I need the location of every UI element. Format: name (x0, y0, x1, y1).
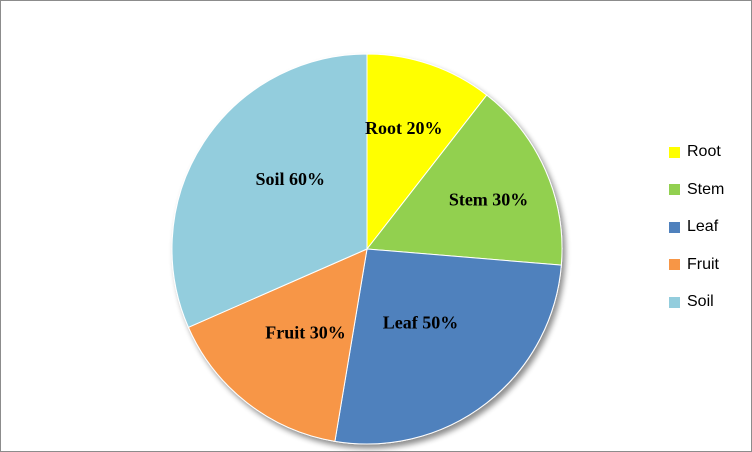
legend-label: Fruit (687, 255, 719, 273)
legend-label: Soil (687, 293, 714, 310)
slice-label-root: Root 20% (365, 118, 443, 138)
legend-item-root: Root (669, 141, 724, 163)
slice-label-stem: Stem 30% (449, 190, 529, 210)
pie-slice-fruit (187, 248, 368, 442)
legend: Root Stem Leaf Fruit Soil (669, 141, 724, 329)
slice-label-soil: Soil 60% (256, 169, 326, 189)
pie-slices (171, 53, 563, 445)
legend-item-stem: Stem (669, 179, 724, 201)
legend-swatch (669, 296, 680, 308)
legend-item-fruit: Fruit (669, 254, 724, 276)
slice-label-leaf: Leaf 50% (383, 312, 459, 332)
legend-swatch (669, 259, 680, 270)
pie-slice-root (366, 53, 488, 251)
legend-item-leaf: Leaf (669, 216, 724, 238)
legend-swatch (669, 221, 680, 233)
legend-item-soil: Soil (669, 291, 724, 313)
legend-swatch (669, 146, 680, 158)
pie-slice-stem (366, 94, 563, 266)
legend-label: Stem (687, 180, 725, 198)
legend-label: Root (687, 143, 721, 160)
pie-slice-labels: Root 20% Stem 30% Leaf 50% Fruit 30% Soil 60… (256, 118, 529, 342)
legend-swatch (669, 184, 680, 195)
legend-label: Leaf (687, 218, 719, 235)
pie-slice-leaf (334, 248, 562, 445)
pie-slice-soil (171, 53, 368, 328)
slice-label-fruit: Fruit 30% (265, 322, 346, 342)
